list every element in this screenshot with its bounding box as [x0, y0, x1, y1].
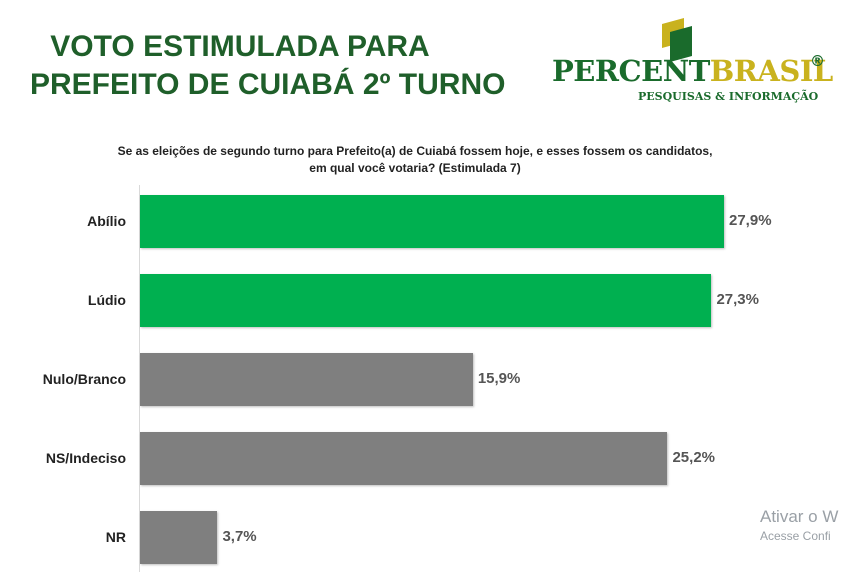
bar-ns-indeciso — [140, 432, 668, 485]
activation-watermark: Ativar o W Acesse Confi — [760, 508, 838, 542]
watermark-line-1: Ativar o W — [760, 507, 839, 526]
percentbrasil-logo: PERCENTBRASIL ® PESQUISAS & INFORMAÇÃO — [548, 10, 838, 110]
flag-mark-icon — [662, 18, 692, 62]
category-axis-line — [139, 185, 140, 572]
value-label-ludio: 27,3% — [716, 291, 759, 308]
survey-question: Se as eleições de segundo turno para Pre… — [117, 144, 713, 175]
bar-nulo-branco — [140, 353, 473, 406]
bar-ludio — [140, 274, 712, 327]
value-label-abilio: 27,9% — [729, 212, 772, 229]
category-label-nulo-branco: Nulo/Branco — [42, 371, 126, 387]
watermark-line-2: Acesse Confi — [760, 529, 831, 543]
title-line-2: PREFEITO DE CUIABÁ 2º TURNO — [30, 68, 506, 101]
bar-nr — [140, 511, 218, 564]
category-label-ludio: Lúdio — [87, 292, 126, 308]
value-label-ns-indeciso: 25,2% — [672, 449, 716, 466]
chart-title: VOTO ESTIMULADA PARA PREFEITO DE CUIABÁ … — [30, 28, 506, 104]
category-label-nr: NR — [105, 529, 126, 545]
value-label-nr: 3,7% — [222, 528, 257, 545]
bar-abilio — [140, 195, 724, 248]
logo-word-brasil: BRASIL — [709, 54, 834, 88]
logo-word-percent: PERCENT — [552, 54, 710, 88]
bar-chart: Abílio 27,9% Lúdio 27,3% Nulo/Branco 15,9% NS/… — [0, 185, 842, 572]
value-label-nulo-branco: 15,9% — [477, 370, 521, 387]
logo-tagline: PESQUISAS & INFORMAÇÃO — [638, 90, 819, 103]
registered-mark: ® — [810, 52, 825, 70]
title-line-1: VOTO ESTIMULADA PARA — [50, 30, 430, 63]
logo-wordmark: PERCENTBRASIL — [552, 54, 833, 88]
category-label-abilio: Abílio — [87, 213, 126, 229]
category-label-ns-indeciso: NS/Indeciso — [45, 450, 126, 466]
